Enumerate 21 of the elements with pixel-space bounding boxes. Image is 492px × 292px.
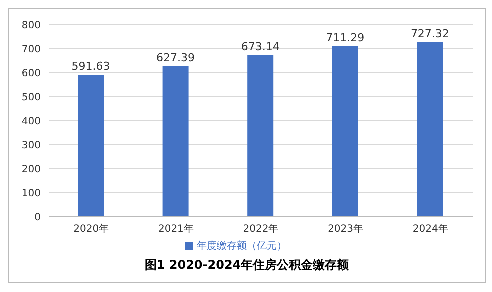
legend-label: 年度缴存额（亿元） bbox=[197, 241, 287, 252]
y-tick-label: 800 bbox=[22, 20, 41, 32]
x-tick-label: 2023年 bbox=[328, 223, 364, 236]
x-tick-label: 2020年 bbox=[74, 223, 110, 236]
text: 图1 2020-2024年住房公积金缴存额 bbox=[144, 257, 350, 274]
y-tick-label: 300 bbox=[22, 140, 41, 152]
y-tick-label: 600 bbox=[22, 68, 41, 80]
data-label: 727.32 bbox=[410, 27, 450, 40]
x-tick-label: 2022年 bbox=[243, 223, 279, 236]
x-tick-label: 2024年 bbox=[412, 223, 448, 236]
y-tick-label: 400 bbox=[22, 116, 41, 128]
data-label: 711.29 bbox=[326, 31, 365, 44]
data-label: 673.14 bbox=[241, 40, 280, 54]
y-tick-label: 700 bbox=[22, 44, 41, 56]
data-label: 627.39 bbox=[156, 51, 196, 64]
y-tick-label: 100 bbox=[22, 188, 41, 200]
y-tick-label: 500 bbox=[22, 92, 41, 104]
y-tick-label: 0 bbox=[34, 212, 41, 224]
x-tick-label: 2021年 bbox=[158, 223, 194, 236]
y-tick-label: 200 bbox=[22, 164, 41, 176]
data-label: 591.63 bbox=[72, 60, 110, 74]
